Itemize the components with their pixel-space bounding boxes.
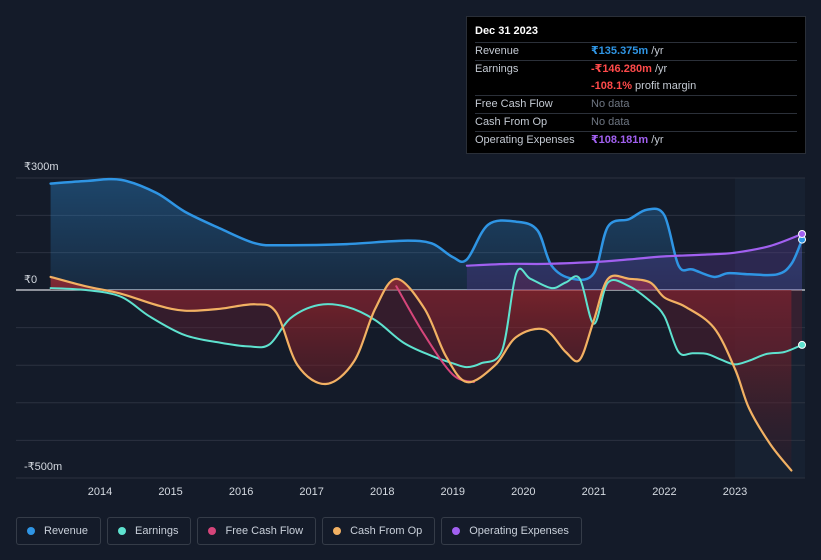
legend-label: Operating Expenses	[469, 525, 569, 537]
x-tick-label: 2021	[582, 486, 606, 498]
legend-dot	[452, 527, 461, 535]
legend-dot	[27, 527, 35, 535]
y-tick-label: -₹500m	[24, 461, 62, 473]
y-tick-label: ₹300m	[24, 161, 59, 173]
tooltip-value: -₹146.280m	[591, 63, 652, 75]
legend-label: Free Cash Flow	[225, 525, 304, 537]
tooltip-row-revenue: Revenue ₹135.375m /yr	[475, 42, 797, 60]
tooltip-unit: /yr	[654, 63, 668, 75]
legend-item-earnings[interactable]: Earnings	[107, 517, 192, 545]
cash-from-op-area	[50, 275, 792, 471]
opex-line	[465, 232, 804, 267]
x-tick-label: 2019	[441, 486, 465, 498]
legend-dot	[118, 527, 127, 535]
x-tick-label: 2015	[158, 486, 182, 498]
tooltip: Dec 31 2023 Revenue ₹135.375m /yr Earnin…	[466, 16, 806, 154]
legend-label: Earnings	[135, 525, 179, 537]
x-tick-label: 2023	[723, 486, 747, 498]
tooltip-value: -108.1%	[591, 80, 632, 92]
tooltip-unit: /yr	[651, 45, 664, 57]
legend-item-operating-expenses[interactable]: Operating Expenses	[441, 517, 582, 545]
legend-dot	[333, 527, 342, 535]
x-tick-label: 2017	[299, 486, 323, 498]
earnings-area	[50, 268, 803, 368]
opex-end-point	[798, 230, 807, 238]
tooltip-value: ₹135.375m	[591, 45, 649, 57]
x-tick-label: 2014	[88, 486, 112, 498]
tooltip-row-fcf: Free Cash Flow No data	[475, 95, 797, 113]
tooltip-unit: /yr	[651, 134, 664, 146]
tooltip-row-cfo: Cash From Op No data	[475, 113, 797, 131]
revenue-line	[49, 177, 804, 282]
y-tick-label: ₹0	[24, 274, 37, 286]
x-tick-label: 2018	[370, 486, 394, 498]
tooltip-label: Free Cash Flow	[475, 98, 553, 110]
tooltip-unit: profit margin	[635, 80, 697, 92]
legend: Revenue Earnings Free Cash Flow Cash Fro…	[16, 517, 582, 545]
tooltip-value: No data	[591, 98, 630, 110]
x-tick-label: 2020	[511, 486, 535, 498]
tooltip-value: ₹108.181m	[591, 134, 649, 146]
tooltip-label: Operating Expenses	[475, 134, 575, 146]
legend-item-free-cash-flow[interactable]: Free Cash Flow	[197, 517, 317, 545]
legend-label: Cash From Op	[350, 525, 423, 537]
earnings-end-point	[798, 340, 807, 349]
x-tick-label: 2016	[229, 486, 253, 498]
tooltip-row-margin: -108.1% profit margin	[475, 78, 797, 95]
legend-dot	[208, 527, 217, 535]
legend-item-revenue[interactable]: Revenue	[16, 517, 102, 545]
legend-item-cash-from-op[interactable]: Cash From Op	[322, 517, 436, 545]
revenue-area	[50, 179, 803, 290]
tooltip-label: Cash From Op	[475, 116, 548, 128]
tooltip-value: No data	[591, 116, 630, 128]
tooltip-label: Revenue	[475, 45, 520, 57]
tooltip-row-earnings: Earnings -₹146.280m /yr	[475, 60, 797, 78]
cfo-line	[49, 274, 793, 472]
earnings-line	[49, 267, 803, 369]
tooltip-label: Earnings	[475, 63, 519, 75]
tooltip-date: Dec 31 2023	[475, 25, 538, 37]
x-tick-label: 2022	[652, 486, 676, 498]
legend-label: Revenue	[44, 525, 89, 537]
tooltip-row-opex: Operating Expenses ₹108.181m /yr	[475, 131, 797, 149]
